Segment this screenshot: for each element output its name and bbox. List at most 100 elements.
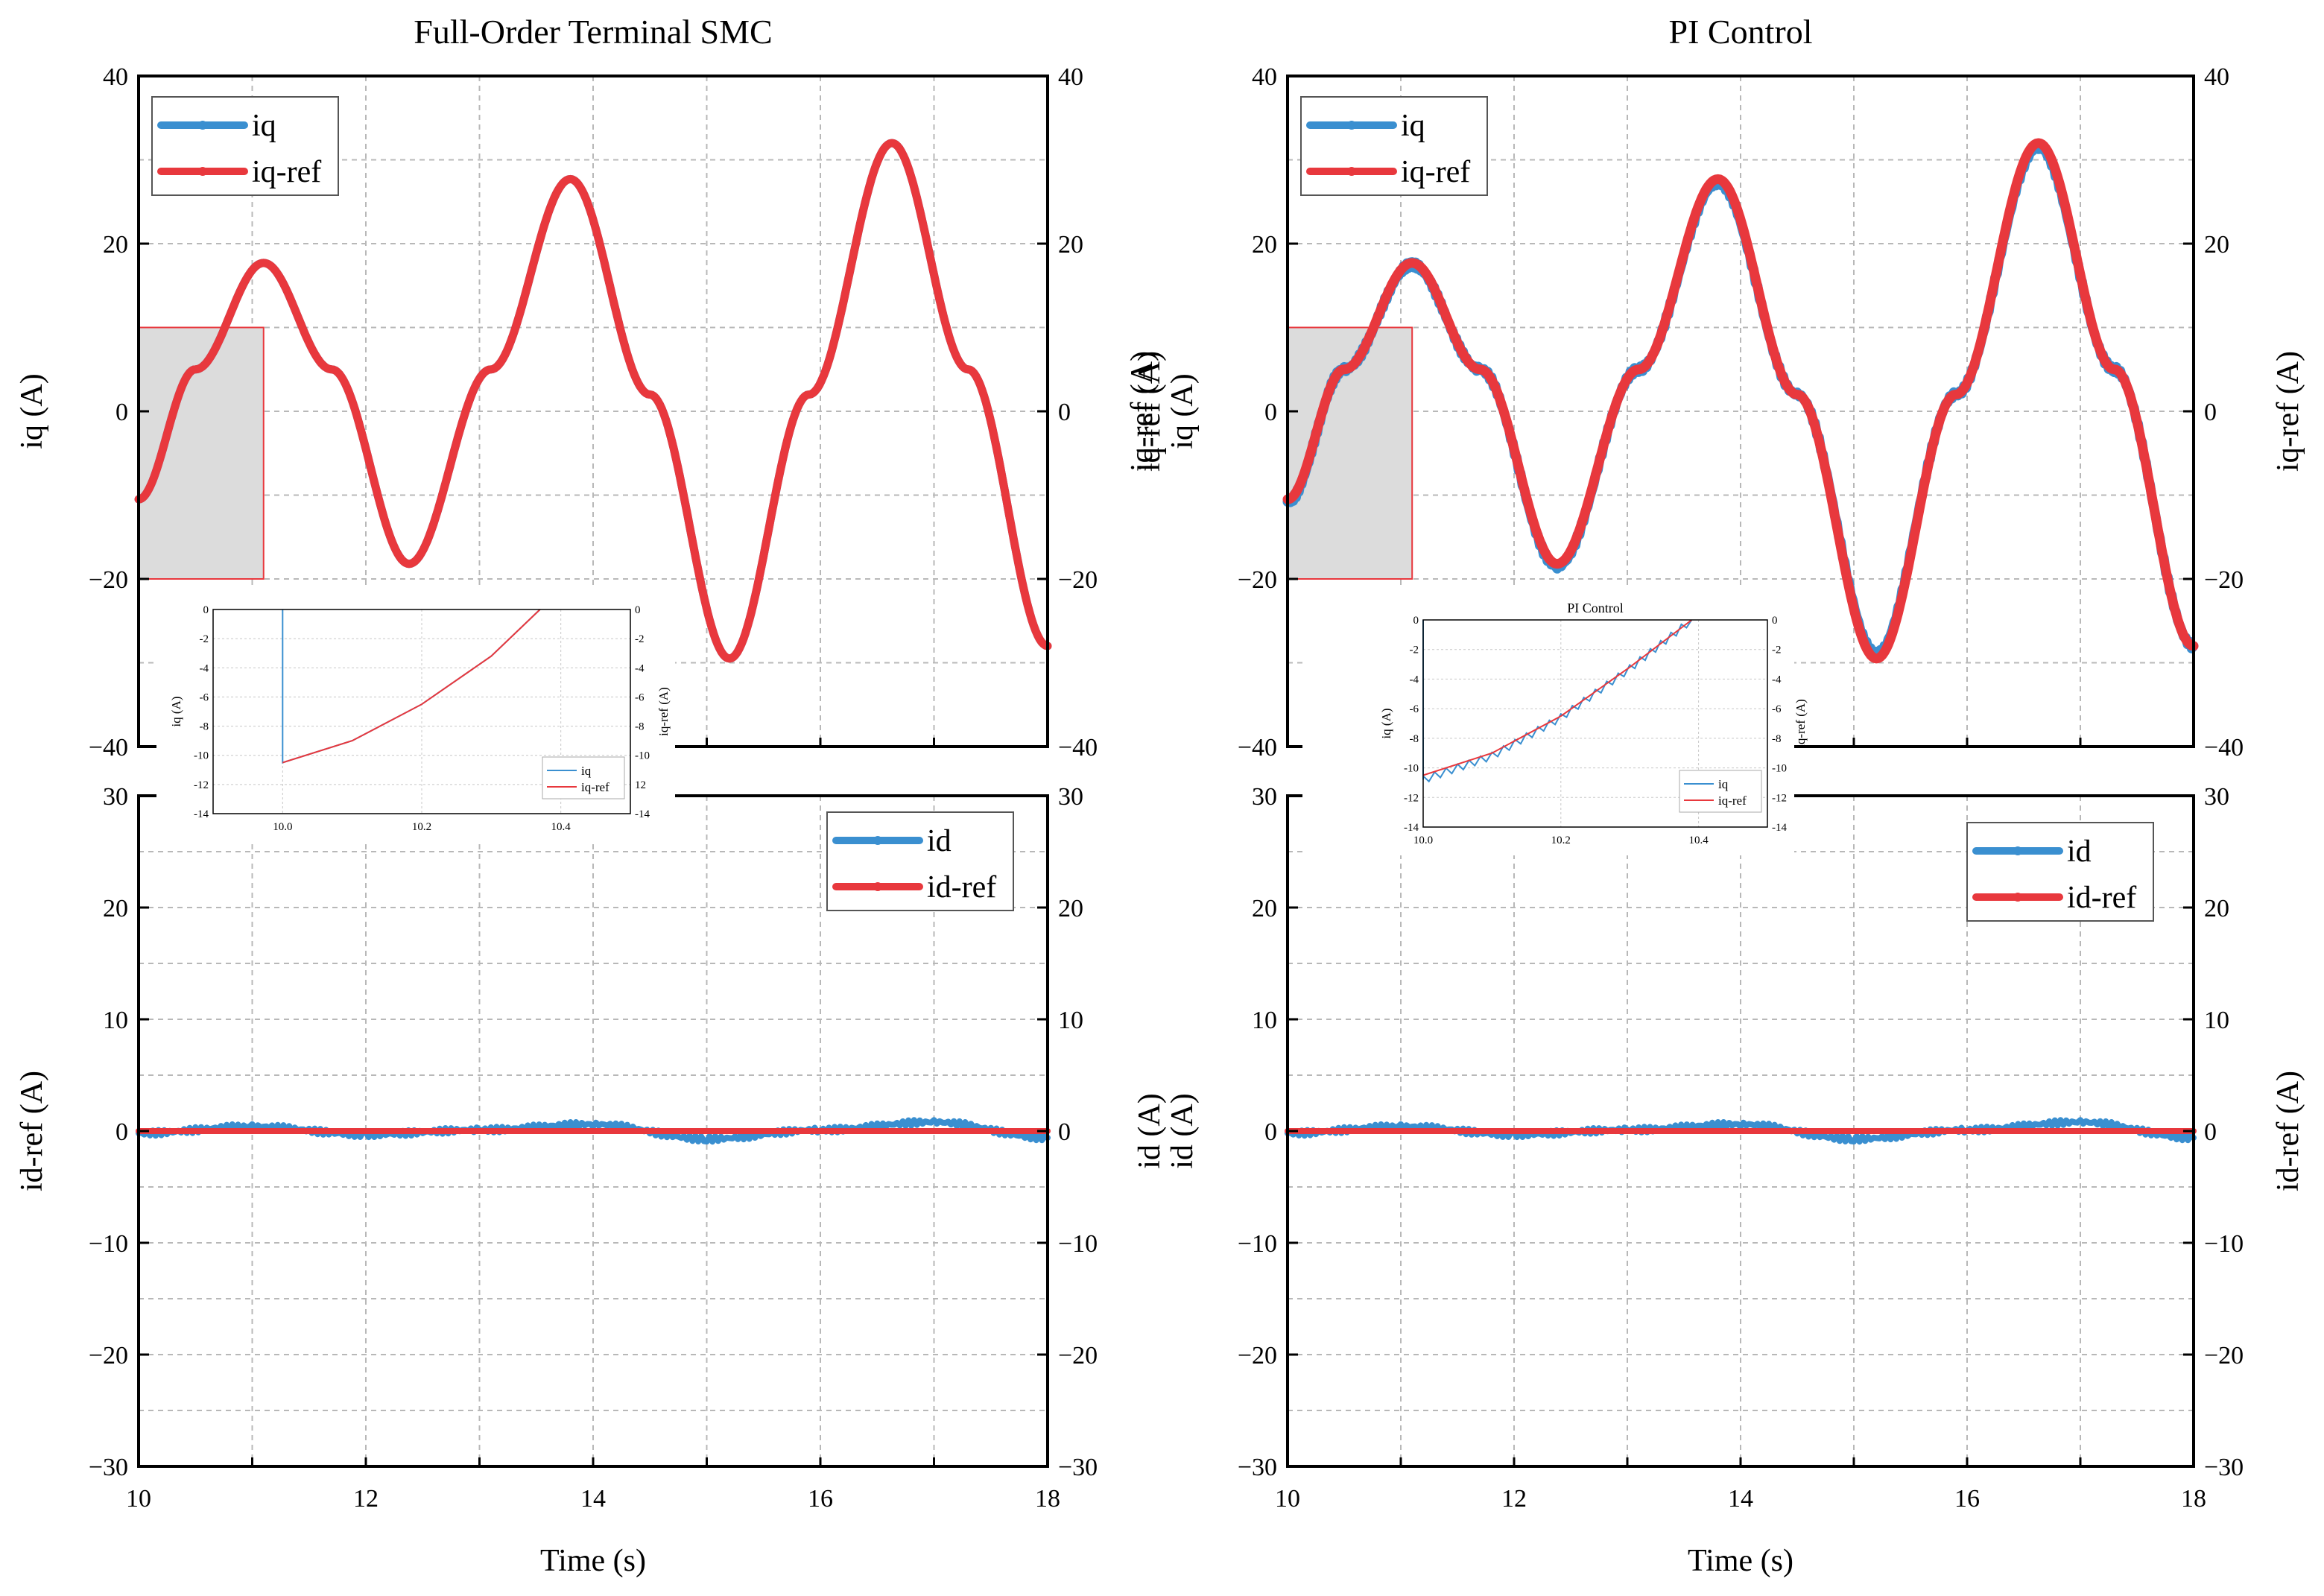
chart-title: PI Control [1669,13,1813,51]
legend-label: iq [1401,109,1425,143]
y-tick-label-right: 0 [1058,399,1071,426]
y-axis-title-left: id (A) [1165,1093,1200,1168]
panel-right: PI Control −40 −40 −20 −20 0 0 20 20 40 40 iq-ref (… [1133,13,2305,1578]
inset-y-tick-right: -8 [1772,733,1782,745]
inset-y-tick-left: -2 [200,633,209,645]
inset-y-tick-left: -6 [1410,703,1419,715]
y-tick-label-right: 10 [1058,1007,1083,1034]
grid [139,76,1048,747]
inset-legend: iq iq-ref [542,756,625,799]
inset-y-tick-left: -12 [1404,792,1419,804]
grid [139,796,1048,1466]
inset-y-tick-left: -6 [200,691,209,703]
series-id [1285,1117,2197,1145]
inset-legend-label: iq [1718,777,1729,791]
y-tick-label-right: −20 [2204,1342,2244,1369]
inset-y-tick-right: -10 [1772,763,1787,775]
y-tick-label-right: 0 [2204,1118,2217,1146]
legend-marker-iq-ref [198,167,207,176]
y-tick-label-left: −10 [1238,1230,1277,1258]
y-tick-label-right: 40 [2204,63,2229,91]
inset-y-tick-left: -4 [200,662,209,674]
inset-y-tick-right: 0 [635,604,641,616]
legend-label: id-ref [927,870,996,905]
x-tick-label: 14 [580,1485,606,1513]
inset-x-tick: 10.2 [412,821,431,833]
y-axis-title-left: iq (A) [15,373,49,449]
y-tick-label-right: 20 [1058,895,1083,922]
y-tick-label-right: 0 [1058,1118,1071,1146]
y-tick-label-right: −10 [2204,1230,2244,1258]
subplot-current-d: −30 −30 −20 −20 −10 −10 0 0 10 10 20 20 30 30 id-ref (… [15,783,1098,1481]
inset-y-tick-left: 0 [1413,615,1419,627]
x-tick-label: 18 [2181,1485,2206,1513]
legend-marker-id [873,836,882,845]
legend-label: iq-ref [252,155,321,189]
inset-y-tick-right: -2 [635,633,645,645]
y-tick-label-left: 20 [103,231,128,259]
inset-y-tick-left: -4 [1410,674,1419,685]
inset-y-tick-left: 0 [203,604,209,616]
y-tick-label-right: −40 [1058,734,1098,761]
x-tick-label: 10 [126,1485,151,1513]
inset-y-title-right: iq-ref (A) [656,687,671,736]
y-tick-label-left: 30 [103,783,128,811]
y-tick-label-right: −20 [1058,1342,1098,1369]
legend-marker-iq-ref [1347,167,1356,176]
inset-series-iq-ref [1422,619,1693,776]
y-axis-title-left: iq-ref (A) [1133,351,1167,472]
inset-y-tick-right: -6 [1772,703,1782,715]
y-tick-label-left: −40 [89,734,128,761]
y-tick-label-left: 40 [1252,63,1277,91]
y-tick-label-right: 30 [2204,783,2229,811]
inset-y-tick-left: -10 [194,750,209,762]
y-axis-title-right: iq-ref (A) [2271,351,2305,472]
legend-marker-id-ref [873,882,882,891]
y-tick-label-right: 10 [2204,1007,2229,1034]
x-axis-title: Time (s) [540,1544,646,1578]
y-tick-label-right: −30 [2204,1454,2244,1481]
y-axis-title-right: id-ref (A) [2271,1071,2305,1191]
legend-label: id [2067,835,2092,869]
y-tick-label-left: 30 [1252,783,1277,811]
x-tick-label: 12 [353,1485,379,1513]
inset-y-tick-right: -8 [635,721,645,733]
inset-y-tick-right: -4 [1772,674,1782,685]
y-tick-label-left: −40 [1238,734,1277,761]
inset-y-tick-left: -14 [194,808,209,820]
inset-x-tick: 10.4 [551,821,571,833]
inset-y-tick-right: -2 [1772,645,1782,656]
y-tick-label-left: 0 [1264,399,1277,426]
inset-y-tick-left: -10 [1404,763,1419,775]
y-axis-title-left: id (A) [1133,1093,1167,1168]
y-tick-label-left: −10 [89,1230,128,1258]
y-tick-label-left: 10 [1252,1007,1277,1034]
y-tick-label-left: 20 [1252,231,1277,259]
legend-box [151,96,339,196]
inset-y-tick-right: 0 [1772,615,1778,627]
inset-zoom: 0 0-2 -2-4 -4-6 -6-8 -8-10 -10-12 -12-14 -1410.0… [1302,587,1808,855]
inset-zoom: 0 0 -2 -2 -4 -4 -6 -6 -8 -8 -10 -10 -12 12 -14 -14 10.0 1… [156,589,675,842]
y-tick-label-right: 20 [1058,231,1083,259]
y-tick-label-left: −20 [89,1342,128,1369]
inset-legend-box [1679,770,1762,813]
x-tick-label: 14 [1728,1485,1753,1513]
y-tick-label-right: −20 [2204,566,2244,594]
inset-y-tick-left: -2 [1410,645,1419,656]
series-iq-ref [134,139,1052,663]
y-axis-title-left: id-ref (A) [15,1071,49,1191]
y-tick-label-right: 20 [2204,231,2229,259]
inset-y-tick-left: -8 [1410,733,1419,745]
inset-y-tick-right: -12 [1772,792,1787,804]
series-id [136,1117,1051,1145]
inset-y-tick-right: -14 [1772,822,1787,834]
y-tick-label-right: 30 [1058,783,1083,811]
inset-background [156,589,675,842]
subplot-current-q: −40 −40 −20 −20 0 0 20 20 40 40 iq (A) iq-ref (A) iq… [15,63,1159,761]
y-tick-label-right: −10 [1058,1230,1098,1258]
x-axis-title: Time (s) [1688,1544,1793,1578]
legend: iq iq-ref [1300,96,1488,196]
legend-label: iq [252,109,276,143]
inset-x-tick: 10.2 [1551,835,1571,846]
